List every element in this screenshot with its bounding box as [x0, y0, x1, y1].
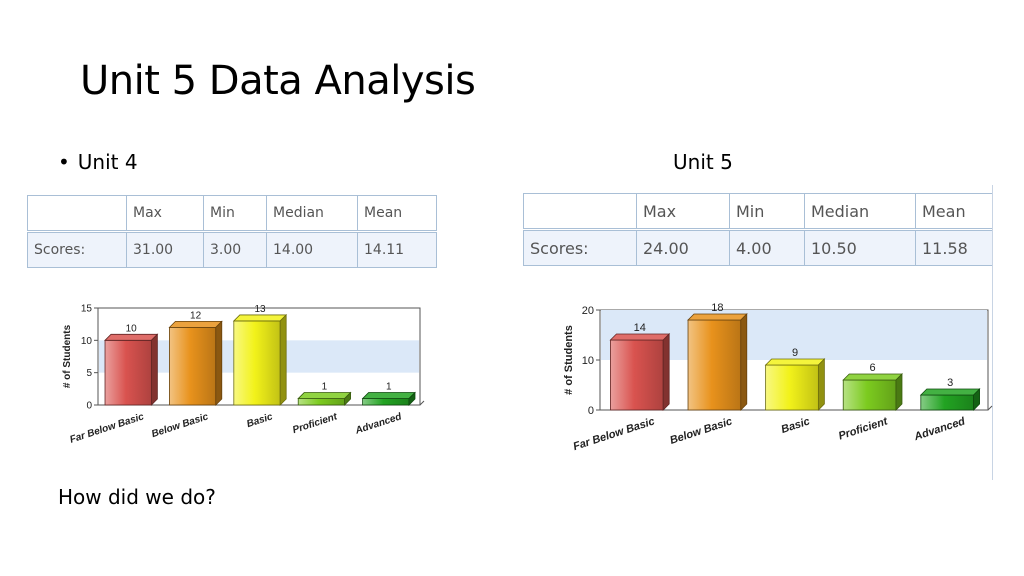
slide-title: Unit 5 Data Analysis	[80, 58, 476, 104]
data-label: 6	[870, 362, 876, 374]
bar	[297, 398, 345, 406]
table-cell: 31.00	[126, 230, 204, 268]
unit5-bar-chart: 0 10 20 # of Students 14 Far Below Basic 18 Bel…	[563, 302, 993, 453]
header-cell	[523, 193, 637, 230]
data-label: 12	[190, 310, 202, 321]
bar	[610, 339, 664, 411]
header-cell: Median	[804, 193, 916, 230]
bullet-dot-icon: •	[58, 150, 70, 174]
data-label: 14	[634, 322, 646, 334]
header-cell: Mean	[357, 195, 437, 232]
table-row: Scores: 24.00 4.00 10.50 11.58	[523, 228, 992, 266]
y-axis-label: # of Students	[563, 325, 575, 395]
unit5-heading: Unit 5	[673, 150, 733, 174]
bar-top	[104, 333, 159, 341]
question-text: How did we do?	[58, 485, 216, 509]
bar	[842, 379, 897, 411]
header-cell: Min	[729, 193, 805, 230]
table-cell: 14.00	[266, 230, 358, 268]
bar-top	[168, 321, 223, 328]
bar-side	[973, 388, 980, 411]
table-cell: Scores:	[523, 228, 637, 266]
bar-side	[817, 358, 825, 411]
header-cell: Max	[636, 193, 730, 230]
table-row: Scores: 31.00 3.00 14.00 14.11	[27, 230, 437, 268]
category-label: Proficient	[291, 411, 339, 436]
y-tick-label: 10	[582, 355, 594, 367]
category-label: Advanced	[353, 411, 404, 437]
table-cell: 3.00	[203, 230, 267, 268]
bar	[169, 326, 217, 406]
bar-top	[842, 373, 903, 381]
data-label: 10	[126, 323, 138, 334]
category-label: Basic	[780, 415, 812, 435]
bar	[362, 398, 410, 406]
bullet-label: Unit 4	[77, 150, 138, 174]
data-label: 9	[792, 347, 798, 359]
y-axis-label: # of Students	[62, 324, 73, 388]
category-label: Below Basic	[150, 411, 210, 440]
data-label: 3	[947, 377, 953, 389]
data-label: 18	[711, 302, 723, 314]
bullet-unit4: • Unit 4	[58, 150, 138, 174]
bar	[104, 339, 152, 406]
y-tick-label: 0	[86, 401, 92, 412]
table-header-row: Max Min Median Mean	[523, 193, 992, 230]
bar	[920, 394, 974, 411]
data-label: 1	[386, 382, 392, 393]
bar-side	[740, 313, 748, 411]
bar	[765, 364, 819, 411]
bar-top	[919, 388, 981, 396]
bar-top	[609, 333, 671, 341]
unit4-stats-table: Max Min Median Mean Scores: 31.00 3.00 1…	[27, 195, 437, 268]
header-cell: Min	[203, 195, 267, 232]
y-tick-label: 10	[81, 336, 93, 347]
bar-top	[764, 358, 826, 366]
bar-top	[297, 392, 352, 399]
table-cell: 11.58	[915, 228, 992, 266]
category-label: Basic	[245, 411, 274, 430]
unit5-stats-table: Max Min Median Mean Scores: 24.00 4.00 1…	[523, 193, 992, 266]
bar	[233, 320, 281, 406]
bar	[687, 319, 742, 411]
table-cell: 10.50	[804, 228, 916, 266]
header-cell	[27, 195, 127, 232]
category-label: Advanced	[912, 415, 967, 443]
category-label: Far Below Basic	[572, 415, 657, 453]
y-tick-label: 0	[588, 405, 594, 417]
table-cell: 14.11	[357, 230, 437, 268]
y-tick-label: 20	[582, 305, 594, 317]
category-label: Far Below Basic	[68, 411, 145, 445]
bar-side	[662, 333, 670, 411]
bar-top	[361, 392, 416, 399]
y-tick-label: 15	[81, 304, 93, 315]
bar-side	[150, 333, 158, 406]
bar-side	[279, 313, 287, 406]
bar-side	[408, 391, 416, 406]
header-cell: Mean	[915, 193, 992, 230]
table-cell: Scores:	[27, 230, 127, 268]
bar-side	[215, 320, 223, 406]
category-label: Below Basic	[668, 415, 733, 446]
unit4-bar-chart: 0 5 10 15 # of Students 10 Far Below Basic 12 Be…	[62, 304, 425, 446]
table-header-row: Max Min Median Mean	[27, 195, 437, 232]
header-cell: Max	[126, 195, 204, 232]
y-tick-label: 5	[86, 368, 92, 379]
table-cell: 24.00	[636, 228, 730, 266]
bar-top	[687, 313, 748, 321]
data-label: 1	[322, 382, 328, 393]
bar-top	[232, 314, 288, 322]
data-label: 13	[254, 304, 266, 315]
table-cell: 4.00	[729, 228, 805, 266]
bar-side	[895, 373, 903, 411]
header-cell: Median	[266, 195, 358, 232]
category-label: Proficient	[837, 415, 890, 443]
panel-divider	[992, 185, 993, 480]
bar-side	[344, 391, 351, 406]
